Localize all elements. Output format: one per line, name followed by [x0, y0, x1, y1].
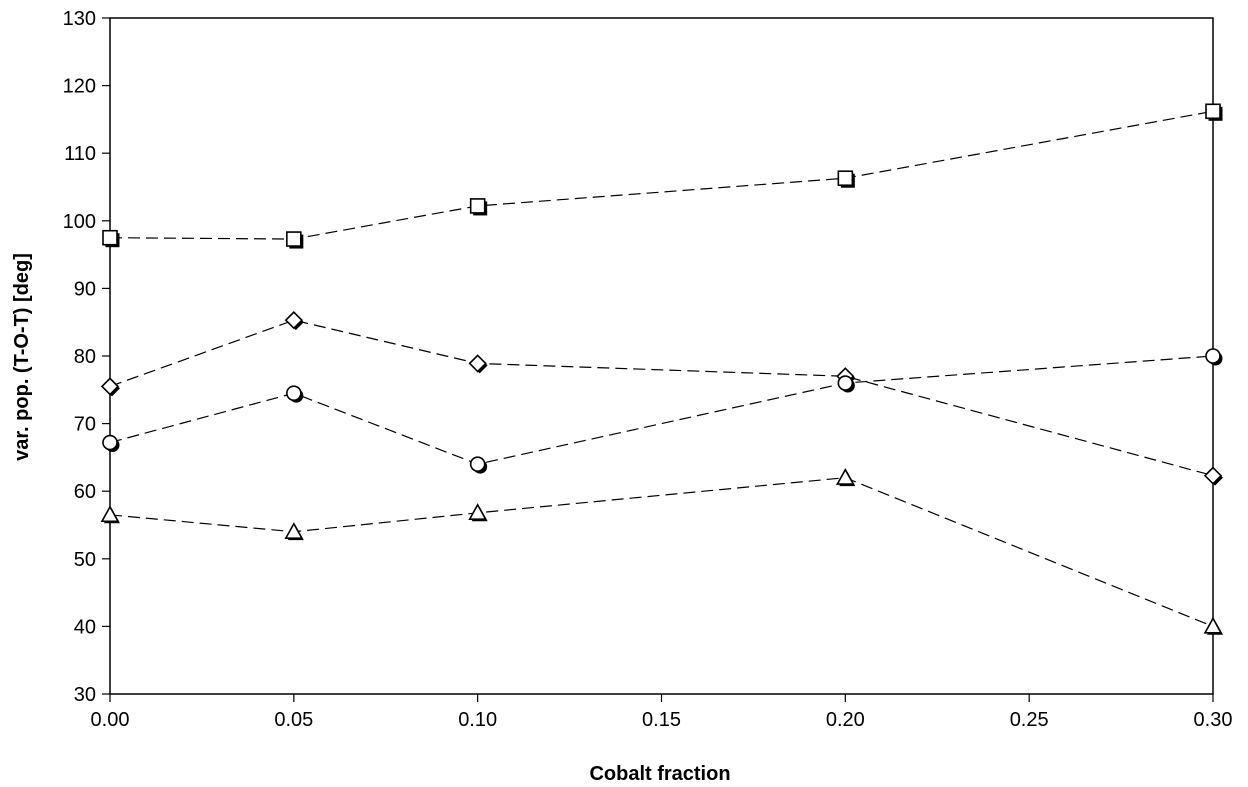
x-tick-label: 0.10 — [458, 709, 497, 731]
series-diamond — [100, 311, 1223, 486]
y-tick-label: 110 — [64, 143, 96, 165]
data-point-circle — [469, 456, 486, 472]
x-tick-label: 0.05 — [274, 709, 313, 731]
x-tick-label: 0.00 — [91, 709, 130, 731]
data-point-diamond — [284, 311, 303, 330]
data-point-circle — [286, 385, 302, 401]
data-point-circle — [1205, 348, 1221, 364]
y-tick-label: 50 — [74, 549, 96, 571]
data-point-circle — [102, 434, 118, 451]
data-point-square — [286, 231, 302, 247]
series-circle — [102, 348, 1223, 474]
series-line — [109, 477, 1214, 627]
data-point-triangle — [284, 522, 304, 539]
series-square — [102, 103, 1223, 249]
data-point-diamond — [100, 377, 120, 396]
x-tick-label: 0.30 — [1194, 709, 1233, 731]
y-tick-label: 30 — [74, 684, 96, 706]
y-tick-label: 60 — [74, 481, 96, 503]
y-tick-label: 90 — [74, 278, 96, 300]
data-point-circle — [837, 375, 854, 391]
x-tick-label: 0.20 — [826, 709, 865, 731]
y-tick-label: 70 — [74, 414, 96, 436]
data-point-diamond — [1203, 466, 1223, 485]
y-tick-label: 120 — [63, 76, 96, 98]
data-point-triangle — [1203, 616, 1223, 634]
y-tick-label: 80 — [74, 346, 96, 368]
series-triangle — [100, 468, 1223, 635]
data-point-triangle — [835, 468, 855, 485]
data-point-square — [837, 170, 854, 187]
data-point-triangle — [468, 503, 488, 521]
series-line — [109, 355, 1214, 465]
x-tick-label: 0.25 — [1010, 709, 1049, 731]
data-point-triangle — [100, 505, 120, 523]
y-tick-label: 130 — [63, 8, 96, 30]
x-axis-title: Cobalt fraction — [589, 763, 730, 785]
y-tick-label: 100 — [63, 211, 96, 233]
data-point-diamond — [468, 354, 487, 373]
data-point-square — [469, 198, 486, 214]
x-tick-label: 0.15 — [642, 709, 681, 731]
data-point-square — [102, 229, 118, 246]
y-axis-title: var. pop. (T-O-T) [deg] — [11, 253, 33, 461]
series-line — [109, 110, 1214, 240]
y-tick-label: 40 — [74, 616, 96, 638]
data-point-square — [1205, 103, 1221, 120]
plot-area — [109, 17, 1214, 695]
